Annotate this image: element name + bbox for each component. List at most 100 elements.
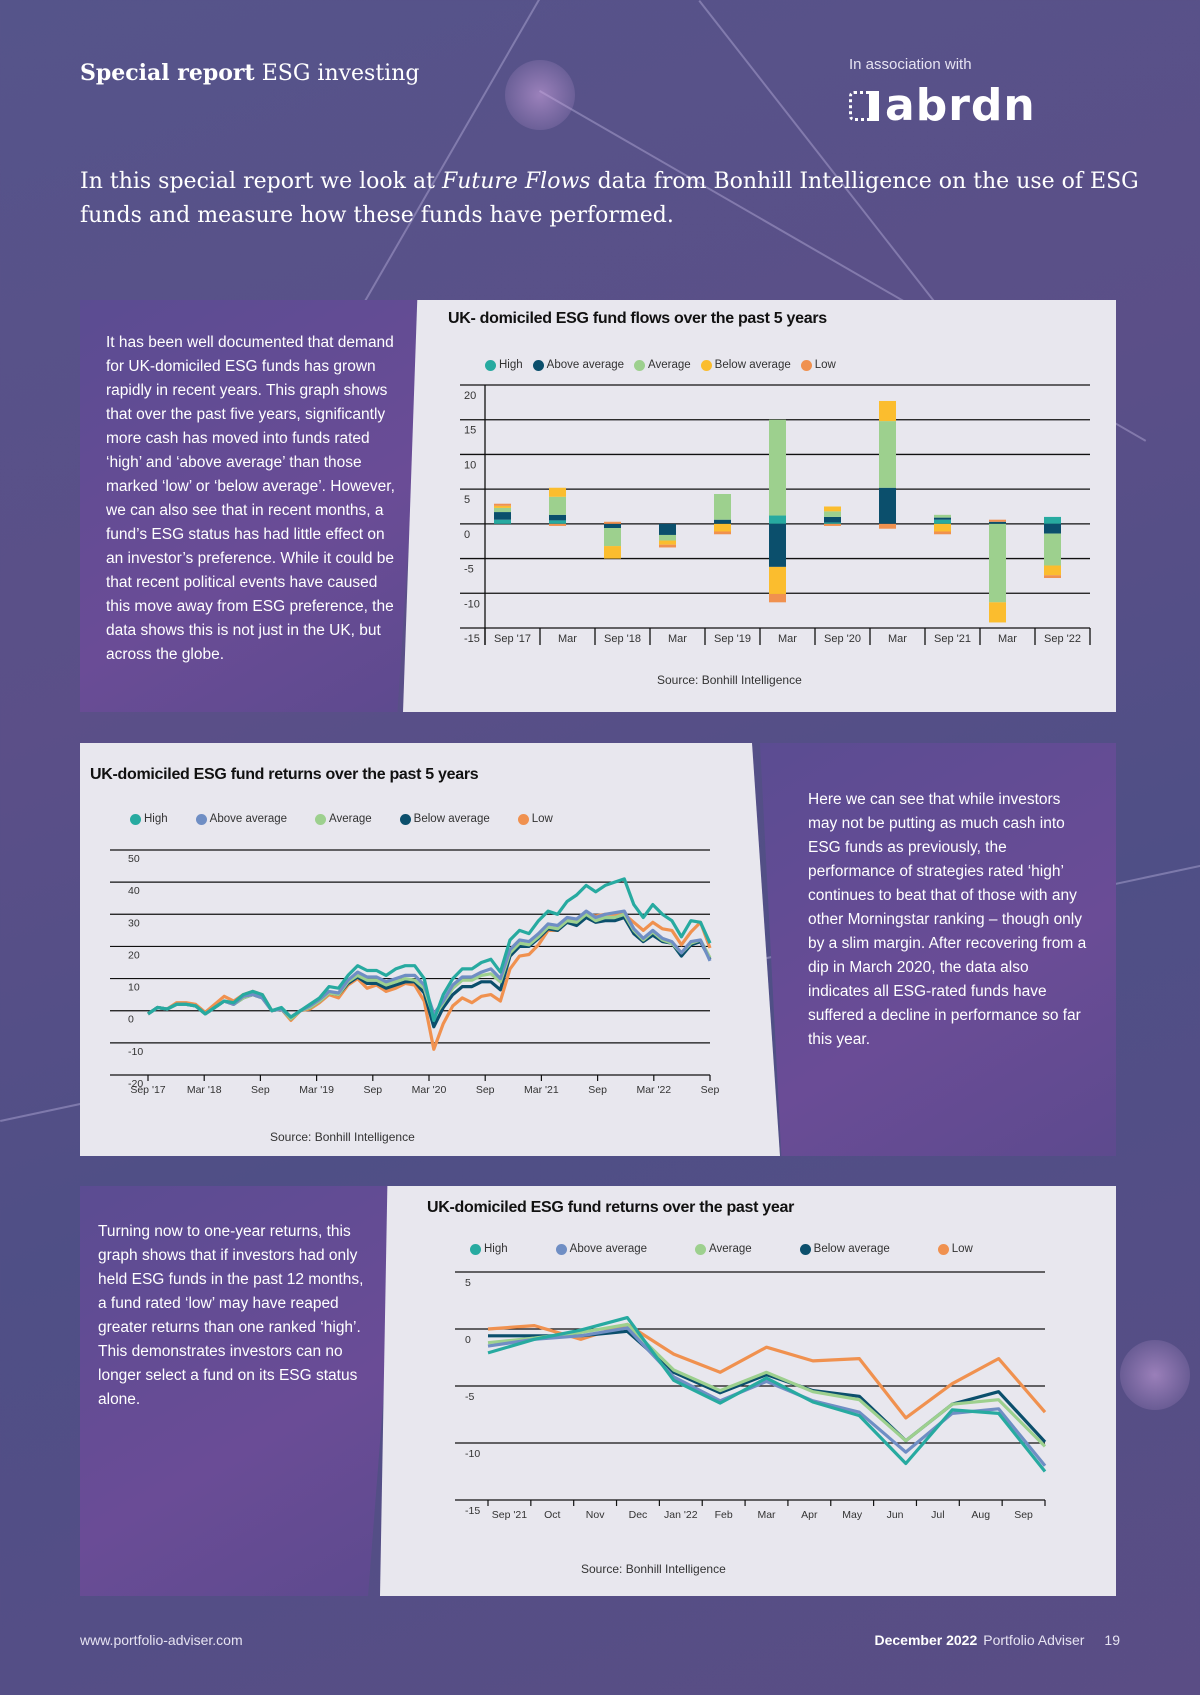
x-tick-label: Sep [701,1084,720,1096]
legend-swatch [937,1243,949,1255]
bar-segment-average [934,514,951,518]
legend-label: Low [814,359,836,371]
legend-swatch [695,1243,707,1255]
flows-chart-legend: High Above average Average Below average Low [485,359,846,371]
bar-segment-below-average [989,602,1006,623]
bar-segment-above-average [769,523,786,567]
y-tick-label: -10 [128,1046,143,1058]
legend-item-low: Low [517,813,553,825]
intro-text-before: In this special report we look at [80,169,442,194]
x-tick-label: Sep [251,1084,270,1096]
bar-segment-high [494,519,511,524]
bar-segment-low [1044,575,1061,579]
x-tick-label: Feb [715,1509,733,1521]
page-footer: December 2022 Portfolio Adviser 19 [875,1632,1121,1648]
bar-segment-above-average [659,523,676,535]
x-tick-label: Oct [544,1509,560,1521]
intro-paragraph: In this special report we look at Future… [80,165,1140,233]
bar-segment-low [549,523,566,526]
x-tick-label: Jan '22 [664,1509,698,1521]
x-tick-label: Mar '19 [299,1084,334,1096]
y-tick-label: 10 [464,459,476,471]
legend-swatch [532,359,544,371]
bar-segment-above-average [604,523,621,529]
legend-label: Below average [413,813,490,825]
flows-commentary: It has been well documented that demand … [106,334,395,663]
legend-label: High [144,813,168,825]
bar-segment-above-average [934,517,951,520]
legend-label: Low [531,813,553,825]
series-line-above-average [487,1326,1047,1467]
bar-segment-high [549,520,566,524]
bar-segment-average [824,511,841,517]
bar-segment-above-average [879,487,896,524]
bar-segment-average [1044,533,1061,566]
bar-segment-average [549,496,566,515]
bar-segment-low [769,593,786,603]
legend-item-high: High [130,813,168,825]
bar-segment-average [769,419,786,516]
bar-segment-below-average [714,523,731,532]
returns1y-chart-title: UK-domiciled ESG fund returns over the p… [427,1199,795,1216]
x-tick-label: Sep '21 [934,633,971,645]
background-node [1120,1340,1190,1410]
bar-segment-below-average [659,540,676,545]
association-label: In association with [849,56,972,73]
bar-segment-below-average [1044,565,1061,576]
y-tick-label: -15 [464,633,480,645]
legend-item-below-average: Below average [700,359,791,371]
legend-label: Average [329,813,372,825]
x-tick-label: Mar '20 [412,1084,447,1096]
y-tick-label: -10 [465,1448,480,1460]
bar-segment-below-average [769,566,786,594]
legend-swatch [634,359,646,371]
partner-logo-text: abrdn [885,80,1036,131]
y-tick-label: -20 [128,1078,143,1090]
x-tick-label: Sep '21 [492,1509,527,1521]
y-tick-label: 5 [464,494,470,506]
bar-segment-low [879,523,896,529]
legend-label: Average [648,359,691,371]
returns5y-chart-title: UK-domiciled ESG fund returns over the p… [90,766,479,783]
y-tick-label: 20 [128,949,140,961]
y-tick-label: 20 [464,390,476,402]
legend-item-low: Low [800,359,836,371]
legend-item-high: High [470,1243,508,1255]
series-line-high [487,1315,1047,1473]
bar-segment-low [714,531,731,535]
flows-text-panel [80,300,425,712]
x-tick-label: Sep '17 [130,1084,165,1096]
x-tick-label: Mar '22 [636,1084,671,1096]
x-tick-label: Sep '17 [494,633,531,645]
bar-segment-low [934,531,951,535]
intro-text-after: data from Bonhill Intelligence on the us… [80,169,1139,228]
bar-segment-average [659,534,676,541]
background-node [505,60,575,130]
returns1y-chart-legend: High Above average Average Below average Low [470,1243,1021,1255]
x-tick-label: Mar [668,633,687,645]
legend-label: Low [951,1243,973,1255]
x-tick-label: Mar [757,1509,776,1521]
returns1y-commentary: Turning now to one-year returns, this gr… [98,1223,364,1408]
legend-swatch [130,813,141,825]
bar-segment-low [659,544,676,548]
legend-label: Above average [546,359,625,371]
bar-segment-below-average [604,546,621,559]
legend-label: Above average [569,1243,648,1255]
x-tick-label: Sep '20 [824,633,861,645]
legend-label: High [499,359,523,371]
bar-segment-average [494,507,511,513]
y-tick-label: -5 [465,1391,474,1403]
y-tick-label: -15 [465,1505,480,1517]
series-line-low [487,1322,1047,1420]
legend-item-low: Low [937,1243,973,1255]
legend-swatch [517,813,529,825]
x-tick-label: Mar [558,633,577,645]
legend-label: Below average [813,1243,890,1255]
y-tick-label: 15 [464,425,476,437]
website-link[interactable]: www.portfolio-adviser.com [80,1632,243,1648]
legend-label: Average [709,1243,752,1255]
returns1y-chart: 5 0 -5 -10 -15 Sep '21 Oct Nov Dec Jan '22 Feb Mar A… [455,1271,1047,1521]
legend-swatch [470,1243,481,1255]
